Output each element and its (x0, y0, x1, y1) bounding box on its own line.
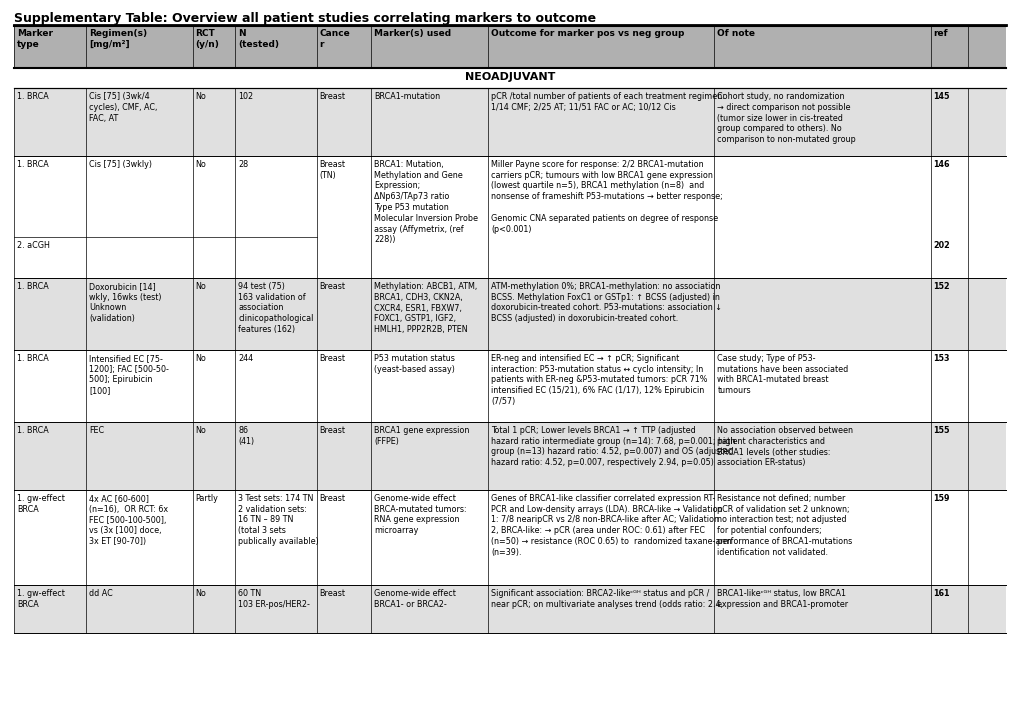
Text: BRCA1: Mutation,
Methylation and Gene
Expression;
ΔNp63/TAp73 ratio
Type P53 mut: BRCA1: Mutation, Methylation and Gene Ex… (374, 160, 478, 244)
Bar (14, 156, 1005, 278)
Text: Breast: Breast (319, 494, 345, 503)
Text: 1. gw-effect
BRCA: 1. gw-effect BRCA (17, 494, 65, 514)
Text: 102: 102 (238, 92, 253, 101)
Text: Miller Payne score for response: 2/2 BRCA1-mutation
carriers pCR; tumours with l: Miller Payne score for response: 2/2 BRC… (491, 160, 722, 233)
Text: No: No (196, 354, 206, 363)
Text: ATM-methylation 0%; BRCA1-methylation: no association
BCSS. Methylation FoxC1 or: ATM-methylation 0%; BRCA1-methylation: n… (491, 282, 721, 323)
Text: Regimen(s)
[mg/m²]: Regimen(s) [mg/m²] (90, 29, 148, 49)
Text: FEC: FEC (90, 426, 104, 435)
Text: Breast: Breast (319, 589, 345, 598)
Text: 153: 153 (932, 354, 949, 363)
Bar (14, 88, 1005, 156)
Text: 60 TN
103 ER-pos/HER2-: 60 TN 103 ER-pos/HER2- (238, 589, 310, 608)
Text: No: No (196, 426, 206, 435)
Text: 1. BRCA: 1. BRCA (17, 160, 49, 169)
Text: 1. BRCA: 1. BRCA (17, 354, 49, 363)
Text: dd AC: dd AC (90, 589, 113, 598)
Text: No: No (196, 160, 206, 169)
Text: Methylation: ABCB1, ATM,
BRCA1, CDH3, CKN2A,
CXCR4, ESR1, FBXW7,
FOXC1, GSTP1, I: Methylation: ABCB1, ATM, BRCA1, CDH3, CK… (374, 282, 477, 334)
Text: 146: 146 (932, 160, 949, 169)
Text: N
(tested): N (tested) (238, 29, 279, 49)
Text: 3 Test sets: 174 TN
2 validation sets:
16 TN – 89 TN
(total 3 sets
publically av: 3 Test sets: 174 TN 2 validation sets: 1… (238, 494, 319, 546)
Text: BRCA1 gene expression
(FFPE): BRCA1 gene expression (FFPE) (374, 426, 469, 446)
Text: No: No (196, 92, 206, 101)
Text: Breast: Breast (319, 426, 345, 435)
Text: No: No (196, 589, 206, 598)
Text: 1. gw-effect
BRCA: 1. gw-effect BRCA (17, 589, 65, 608)
Text: 159: 159 (932, 494, 949, 503)
Text: 28: 28 (238, 160, 248, 169)
Text: Marker(s) used: Marker(s) used (374, 29, 450, 38)
Text: Cis [75] (3wkly): Cis [75] (3wkly) (90, 160, 152, 169)
Text: Of note: Of note (716, 29, 755, 38)
Text: BRCA1-mutation: BRCA1-mutation (374, 92, 440, 101)
Bar (14, 490, 1005, 585)
Text: Case study; Type of P53-
mutations have been associated
with BRCA1-mutated breas: Case study; Type of P53- mutations have … (716, 354, 848, 395)
Text: 1. BRCA: 1. BRCA (17, 92, 49, 101)
Bar (14, 350, 1005, 422)
Bar (14, 422, 1005, 490)
Text: Total 1 pCR; Lower levels BRCA1 → ↑ TTP (adjusted
hazard ratio intermediate grou: Total 1 pCR; Lower levels BRCA1 → ↑ TTP … (491, 426, 735, 467)
Text: 4x AC [60-600]
(n=16),  OR RCT: 6x
FEC [500-100-500],
vs (3x [100] doce,
3x ET [: 4x AC [60-600] (n=16), OR RCT: 6x FEC [5… (90, 494, 168, 546)
Text: 2. aCGH: 2. aCGH (17, 241, 50, 250)
Text: 244: 244 (238, 354, 253, 363)
Bar (14, 26, 1005, 68)
Text: No association observed between
patient characteristics and
BRCA1 levels (other : No association observed between patient … (716, 426, 853, 467)
Text: Intensified EC [75-
1200]; FAC [500-50-
500]; Epirubicin
[100]: Intensified EC [75- 1200]; FAC [500-50- … (90, 354, 169, 395)
Text: Partly: Partly (196, 494, 218, 503)
Text: Marker
type: Marker type (17, 29, 53, 49)
Text: 86
(41): 86 (41) (238, 426, 254, 446)
Text: Significant association: BRCA2-likeᶜᴳᴴ status and pCR /
near pCR; on multivariat: Significant association: BRCA2-likeᶜᴳᴴ s… (491, 589, 722, 608)
Text: Breast: Breast (319, 92, 345, 101)
Text: 155: 155 (932, 426, 949, 435)
Text: RCT
(y/n): RCT (y/n) (196, 29, 219, 49)
Text: 152: 152 (932, 282, 950, 291)
Text: P53 mutation status
(yeast-based assay): P53 mutation status (yeast-based assay) (374, 354, 454, 374)
Text: Supplementary Table: Overview all patient studies correlating markers to outcome: Supplementary Table: Overview all patien… (14, 12, 595, 25)
Text: Outcome for marker pos vs neg group: Outcome for marker pos vs neg group (491, 29, 684, 38)
Text: Breast: Breast (319, 354, 345, 363)
Text: NEOADJUVANT: NEOADJUVANT (465, 72, 554, 82)
Text: Cance
r: Cance r (319, 29, 350, 49)
Text: Cohort study, no randomization
→ direct comparison not possible
(tumor size lowe: Cohort study, no randomization → direct … (716, 92, 855, 144)
Text: Cis [75] (3wk/4
cycles), CMF, AC,
FAC, AT: Cis [75] (3wk/4 cycles), CMF, AC, FAC, A… (90, 92, 158, 122)
Text: pCR /total number of patients of each treatment regimen:
1/14 CMF; 2/25 AT; 11/5: pCR /total number of patients of each tr… (491, 92, 725, 112)
Text: 161: 161 (932, 589, 949, 598)
Bar (14, 585, 1005, 633)
Text: 145: 145 (932, 92, 949, 101)
Text: 94 test (75)
163 validation of
association
clinicopathological
features (162): 94 test (75) 163 validation of associati… (238, 282, 313, 334)
Text: Breast: Breast (319, 282, 345, 291)
Text: 202: 202 (932, 241, 950, 250)
Text: ref: ref (932, 29, 948, 38)
Text: Resistance not defined; number
pCR of validation set 2 unknown;
no interaction t: Resistance not defined; number pCR of va… (716, 494, 852, 557)
Bar (14, 278, 1005, 350)
Text: No: No (196, 282, 206, 291)
Text: Genome-wide effect
BRCA-mutated tumors:
RNA gene expression
microarray: Genome-wide effect BRCA-mutated tumors: … (374, 494, 467, 535)
Text: 1. BRCA: 1. BRCA (17, 426, 49, 435)
Text: BRCA1-likeᶜᴳᴴ status, low BRCA1
expression and BRCA1-promoter: BRCA1-likeᶜᴳᴴ status, low BRCA1 expressi… (716, 589, 848, 608)
Text: Doxorubicin [14]
wkly, 16wks (test)
Unknown
(validation): Doxorubicin [14] wkly, 16wks (test) Unkn… (90, 282, 162, 323)
Text: Breast
(TN): Breast (TN) (319, 160, 345, 180)
Text: 1. BRCA: 1. BRCA (17, 282, 49, 291)
Text: ER-neg and intensified EC → ↑ pCR; Significant
interaction: P53-mutation status : ER-neg and intensified EC → ↑ pCR; Signi… (491, 354, 707, 406)
Text: Genes of BRCA1-like classifier correlated expression RT-
PCR and Low-density arr: Genes of BRCA1-like classifier correlate… (491, 494, 731, 557)
Text: Genome-wide effect
BRCA1- or BRCA2-: Genome-wide effect BRCA1- or BRCA2- (374, 589, 455, 608)
